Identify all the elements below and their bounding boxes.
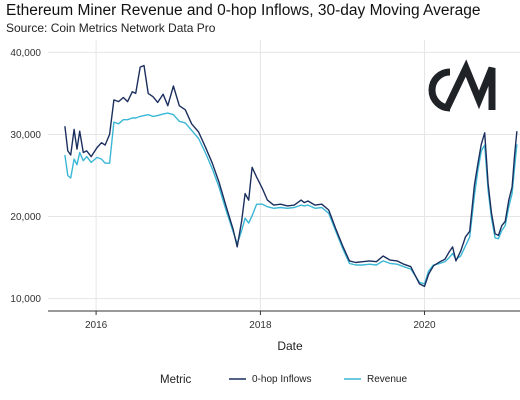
- y-tick-label: 40,000: [10, 48, 41, 59]
- x-tick-label: 2016: [85, 320, 108, 331]
- legend-label-0-hop-inflows: 0-hop Inflows: [252, 374, 311, 385]
- y-axis-ticks: 10,000 20,000 30,000 40,000: [10, 48, 41, 305]
- coin-metrics-logo: [428, 59, 496, 112]
- x-axis-title: Date: [277, 339, 303, 353]
- series-line-revenue: [64, 112, 518, 285]
- chart-title: Ethereum Miner Revenue and 0-hop Inflows…: [6, 2, 481, 19]
- y-tick-label: 30,000: [10, 130, 41, 141]
- x-axis-ticks: 2016 2018 2020: [85, 311, 436, 331]
- y-tick-label: 10,000: [10, 294, 41, 305]
- legend-label-revenue: Revenue: [367, 374, 407, 385]
- series-line-0-hop-inflows: [64, 64, 518, 288]
- x-tick-label: 2018: [249, 320, 272, 331]
- chart-subtitle: Source: Coin Metrics Network Data Pro: [6, 21, 216, 35]
- legend: Metric 0-hop Inflows Revenue: [160, 374, 407, 386]
- x-tick-label: 2020: [413, 320, 436, 331]
- gridlines: [48, 40, 520, 311]
- y-tick-label: 20,000: [10, 212, 41, 223]
- logo-c-shape: [428, 68, 451, 112]
- logo-m-shape: [442, 59, 496, 112]
- legend-title: Metric: [160, 374, 192, 386]
- series-lines: [64, 64, 518, 288]
